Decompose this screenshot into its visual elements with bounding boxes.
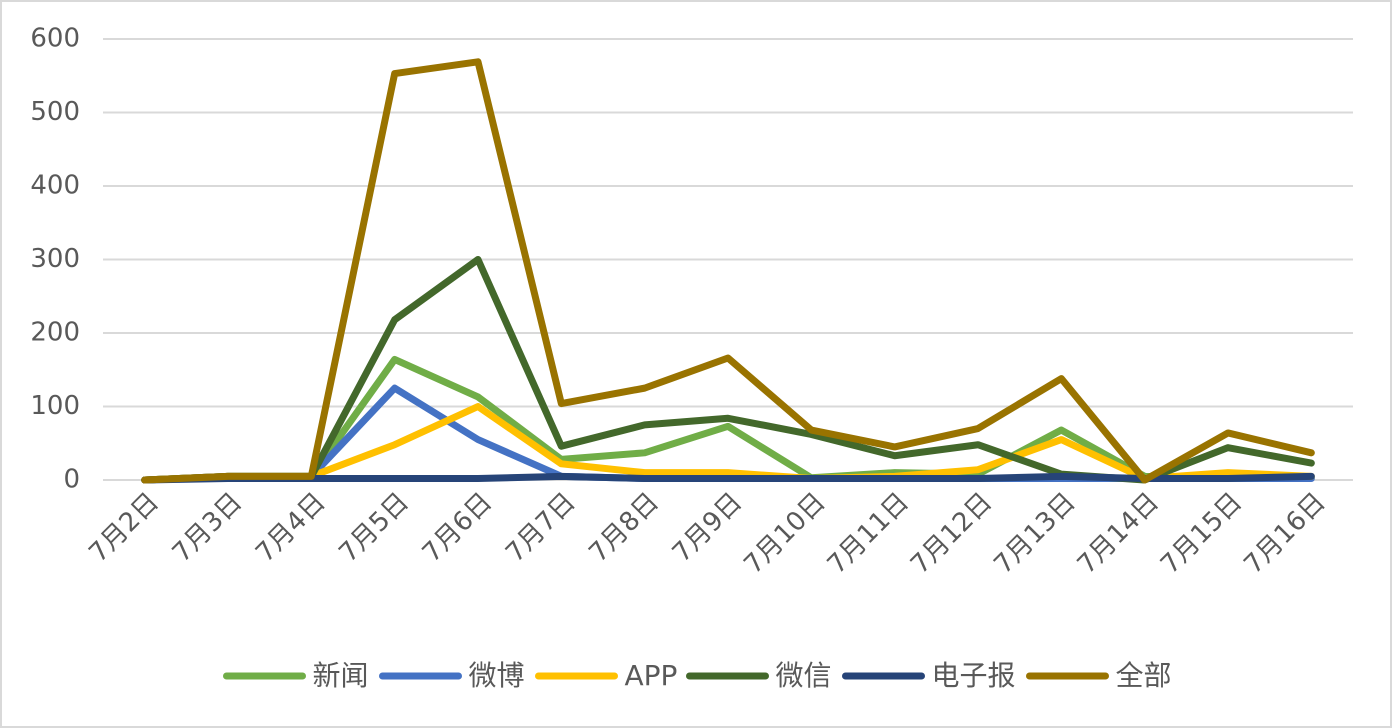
y-tick-label: 500 <box>30 97 80 127</box>
y-tick-label: 100 <box>30 391 80 421</box>
legend-label: 微博 <box>469 659 525 692</box>
series-line <box>141 403 1315 484</box>
y-tick-label: 600 <box>30 24 80 54</box>
legend-label: 微信 <box>776 659 832 692</box>
series-line <box>141 355 1315 484</box>
legend-label: 全部 <box>1116 659 1172 692</box>
y-tick-label: 0 <box>63 465 80 495</box>
legend-label: APP <box>625 659 678 692</box>
y-tick-label: 400 <box>30 171 80 201</box>
legend-label: 新闻 <box>313 659 369 692</box>
series-line <box>141 58 1315 484</box>
legend-label: 电子报 <box>932 659 1016 692</box>
series-line <box>141 472 1315 484</box>
y-tick-label: 300 <box>30 244 80 274</box>
y-tick-label: 200 <box>30 318 80 348</box>
